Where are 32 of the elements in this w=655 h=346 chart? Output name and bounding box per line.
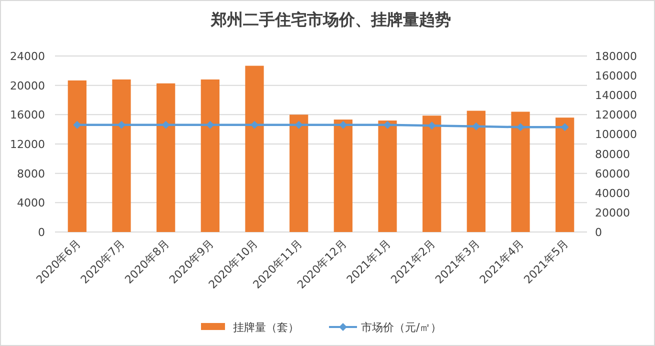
y2-tick-label: 0	[595, 226, 602, 239]
bar	[156, 83, 176, 232]
bar	[556, 118, 574, 232]
y-tick-label: 16000	[10, 108, 45, 122]
y-tick-label: 8000	[17, 167, 45, 180]
legend-label: 市场价（元/㎡）	[361, 321, 442, 334]
chart-title: 郑州二手住宅市场价、挂牌量趋势	[210, 10, 451, 29]
legend-label: 挂牌量（套）	[233, 321, 299, 334]
y2-tick-label: 180000	[595, 50, 637, 63]
y-tick-label: 24000	[10, 50, 45, 63]
bar	[68, 80, 86, 232]
y2-tick-label: 160000	[595, 70, 637, 83]
y-tick-label: 4000	[17, 196, 45, 210]
y2-tick-label: 80000	[595, 148, 630, 161]
y2-tick-label: 120000	[595, 108, 637, 122]
bar	[466, 110, 486, 232]
bar	[378, 120, 397, 232]
bar	[334, 120, 352, 232]
y2-tick-label: 140000	[595, 89, 637, 102]
bar	[422, 116, 442, 232]
y2-tick-label: 60000	[595, 167, 630, 180]
y2-tick-label: 100000	[595, 128, 637, 142]
y-tick-label: 12000	[10, 138, 45, 151]
y2-tick-label: 40000	[595, 186, 630, 200]
bar	[112, 79, 131, 232]
y2-tick-label: 20000	[595, 206, 630, 220]
y-tick-label: 20000	[10, 79, 45, 92]
bar	[290, 114, 308, 232]
bar	[245, 66, 264, 232]
bar	[200, 79, 220, 232]
bar	[511, 112, 530, 232]
y-tick-label: 0	[38, 226, 45, 239]
